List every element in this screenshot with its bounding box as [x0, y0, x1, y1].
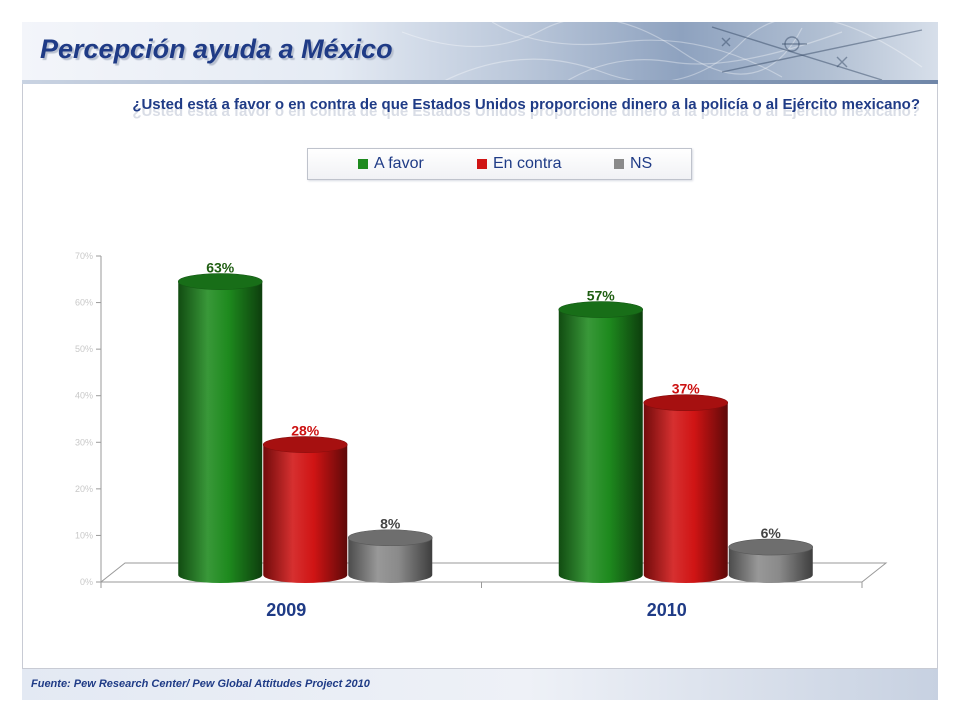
y-tick-label: 10% — [75, 530, 93, 540]
y-tick-label: 60% — [75, 298, 93, 308]
bar-top-a-favor-2010 — [558, 301, 644, 318]
header-banner — [22, 22, 938, 84]
legend-label-en-contra: En contra — [493, 155, 562, 172]
bar-top-en-contra-2009 — [262, 436, 348, 453]
legend-label-ns: NS — [630, 155, 653, 172]
data-label: 57% — [587, 288, 616, 304]
header-decoration — [401, 22, 923, 84]
source-footer: Fuente: Pew Research Center/ Pew Global … — [22, 668, 938, 700]
y-tick-label: 30% — [75, 437, 93, 447]
x-category-label: 2009 — [266, 600, 306, 620]
legend-swatch-en-contra — [477, 159, 487, 169]
bar-a-favor-2010 — [558, 309, 643, 583]
bar-top-ns-2010 — [728, 538, 814, 556]
y-tick-label: 40% — [75, 391, 93, 401]
slide-frame — [22, 22, 938, 700]
legend-item-en-contra: En contra — [477, 155, 561, 173]
legend-swatch-a-favor — [358, 159, 368, 169]
survey-question: ¿Usted está a favor o en contra de que E… — [132, 96, 920, 113]
bar-top-ns-2009 — [347, 529, 433, 547]
y-tick-label: 0% — [80, 577, 93, 587]
y-tick-label: 20% — [75, 484, 93, 494]
bar-ns-2010 — [728, 547, 813, 583]
data-label: 6% — [761, 525, 782, 541]
data-label: 28% — [291, 423, 320, 439]
page-title: Percepción ayuda a México — [40, 34, 393, 64]
bar-en-contra-2010 — [643, 402, 728, 583]
y-tick-label: 70% — [75, 251, 93, 261]
data-label: 8% — [380, 516, 401, 532]
bar-top-en-contra-2010 — [643, 394, 729, 411]
y-tick-label: 50% — [75, 344, 93, 354]
bar-ns-2009 — [348, 537, 433, 583]
source-text: Fuente: Pew Research Center/ Pew Global … — [31, 678, 370, 690]
legend-label-a-favor: A favor — [374, 155, 424, 172]
x-category-label: 2010 — [647, 600, 687, 620]
legend-item-a-favor: A favor — [358, 155, 424, 173]
bar-en-contra-2009 — [263, 444, 348, 583]
bar-a-favor-2009 — [178, 281, 263, 583]
data-label: 37% — [672, 381, 701, 397]
legend-swatch-ns — [614, 159, 624, 169]
chart-legend: A favor En contra NS — [307, 148, 692, 180]
legend-item-ns: NS — [614, 155, 652, 173]
data-label: 63% — [206, 260, 235, 276]
bar-top-a-favor-2009 — [177, 273, 263, 290]
